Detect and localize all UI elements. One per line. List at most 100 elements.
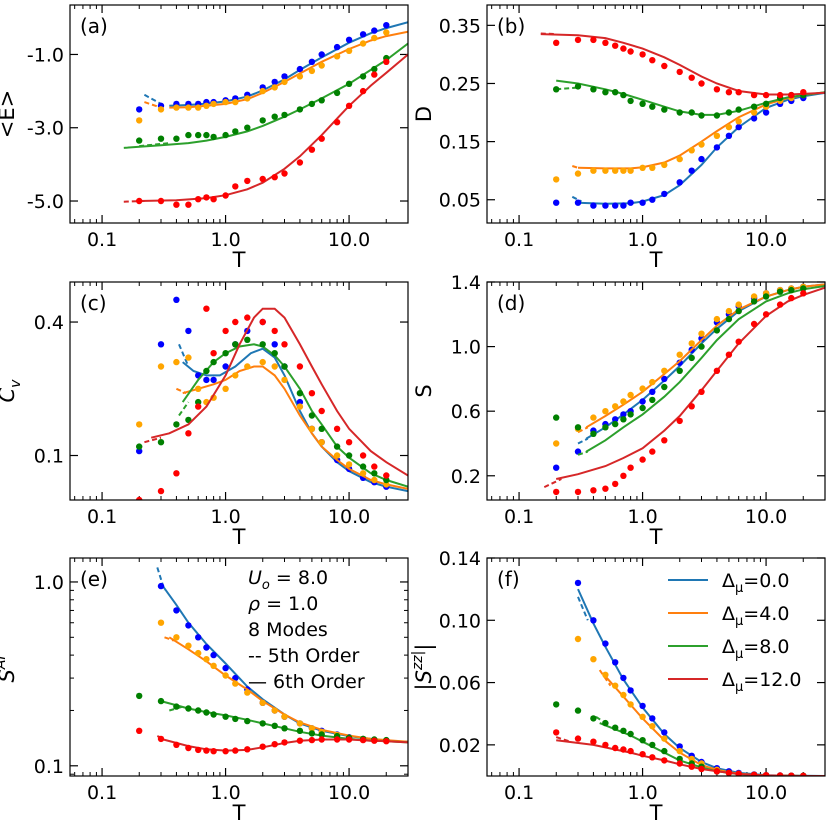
data-point (222, 664, 229, 672)
data-point (553, 199, 560, 206)
x-axis-label: T (232, 801, 246, 825)
data-point (210, 196, 217, 203)
data-point (590, 656, 597, 663)
data-point (776, 288, 784, 295)
data-point (590, 617, 597, 624)
data-point (762, 293, 770, 300)
data-point (620, 674, 627, 682)
data-point (210, 748, 217, 755)
data-point (725, 351, 733, 358)
data-point (661, 383, 668, 391)
series-dash-3 (543, 478, 562, 489)
data-point (244, 689, 251, 696)
data-point (649, 723, 656, 730)
data-point (661, 190, 668, 198)
data-point (222, 131, 229, 139)
data-point (195, 746, 202, 754)
data-point (725, 315, 733, 323)
data-point (750, 298, 758, 305)
data-point (649, 388, 656, 395)
data-point (281, 111, 288, 119)
x-tick-label: 10.0 (328, 229, 370, 251)
data-point (259, 341, 266, 348)
data-point (661, 757, 668, 764)
data-point (296, 727, 304, 734)
data-point (259, 699, 266, 706)
data-point (602, 424, 609, 431)
data-point (762, 91, 770, 99)
data-point (359, 452, 367, 459)
data-point (195, 403, 202, 410)
data-point (574, 735, 582, 742)
data-point (788, 772, 795, 776)
data-point (639, 100, 646, 108)
y-tick-label: 0.2 (451, 466, 481, 488)
data-point (281, 73, 288, 80)
data-point (620, 691, 627, 699)
data-point (318, 407, 325, 415)
data-point (173, 470, 180, 477)
data-point (359, 87, 367, 95)
data-point (359, 73, 367, 80)
data-point (318, 97, 325, 104)
data-point (359, 470, 367, 477)
x-tick-label: 1.0 (210, 506, 240, 528)
data-point (333, 53, 341, 60)
data-point (750, 320, 758, 328)
data-point (750, 115, 758, 122)
data-point (157, 106, 165, 113)
data-point (612, 682, 619, 689)
series-line-1 (585, 283, 825, 429)
data-point (788, 91, 795, 99)
data-point (195, 398, 202, 406)
data-point (157, 697, 165, 705)
data-point (345, 736, 353, 743)
series-line-0 (182, 347, 408, 493)
x-tick-label: 1.0 (210, 229, 240, 251)
data-point (157, 619, 165, 626)
data-point (185, 104, 192, 111)
data-point (333, 443, 341, 450)
data-point (371, 65, 378, 73)
data-point (195, 649, 202, 657)
y-tick-label: 0.05 (439, 190, 481, 212)
data-point (157, 197, 165, 205)
data-point (296, 390, 304, 397)
series-dash-3 (144, 436, 162, 444)
data-point (308, 736, 316, 744)
data-point (627, 199, 634, 206)
data-point (281, 739, 288, 746)
data-point (308, 425, 316, 432)
data-point (553, 464, 560, 471)
data-point (232, 747, 239, 754)
data-point (649, 715, 656, 722)
data-point (553, 488, 560, 496)
data-point (735, 118, 742, 125)
data-point (590, 414, 597, 421)
series-dash-0 (178, 343, 190, 367)
y-tick-label: -5.0 (27, 191, 64, 213)
series-line-2 (123, 42, 408, 149)
data-point (210, 100, 217, 108)
data-point (649, 196, 656, 203)
x-axis-label: T (232, 525, 246, 549)
data-point (296, 73, 304, 80)
data-point (688, 340, 695, 347)
series-line-1 (604, 675, 825, 776)
data-point (762, 100, 770, 108)
panel-tag: (b) (497, 14, 525, 38)
data-point (173, 634, 180, 641)
data-point (620, 91, 627, 99)
data-point (136, 496, 143, 500)
data-point (627, 97, 634, 105)
data-point (232, 98, 239, 106)
data-point (173, 296, 180, 303)
data-point (661, 437, 668, 444)
data-point (735, 770, 742, 776)
data-point (281, 713, 288, 720)
y-tick-label: -3.0 (27, 118, 64, 140)
data-point (173, 703, 180, 710)
y-tick-label: 0.1 (34, 756, 64, 778)
y-tick-label: 0.15 (439, 132, 481, 154)
